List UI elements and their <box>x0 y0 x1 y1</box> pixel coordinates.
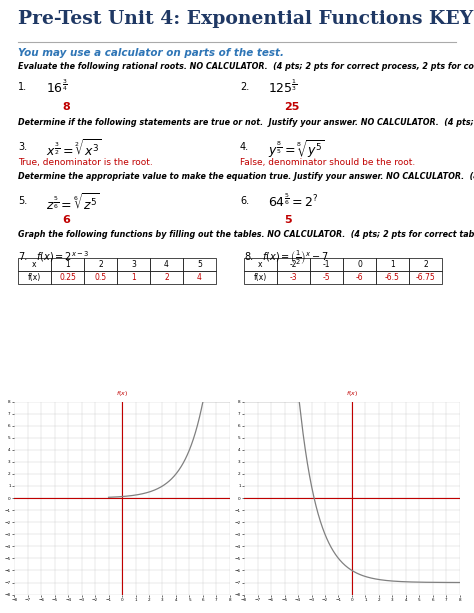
Text: -2: -2 <box>290 260 297 269</box>
Text: 7.: 7. <box>18 252 27 262</box>
Text: 1: 1 <box>390 260 395 269</box>
Text: $f(x)$: $f(x)$ <box>116 389 128 398</box>
Text: Determine the appropriate value to make the equation true. Justify your answer. : Determine the appropriate value to make … <box>18 172 474 181</box>
Bar <box>84 271 117 284</box>
Text: 1: 1 <box>131 273 136 282</box>
Text: -6.75: -6.75 <box>416 273 436 282</box>
Text: True, denominator is the root.: True, denominator is the root. <box>18 158 153 167</box>
Text: $y^{\frac{8}{5}} = \sqrt[8]{y^5}$: $y^{\frac{8}{5}} = \sqrt[8]{y^5}$ <box>268 139 325 161</box>
Text: 4: 4 <box>197 273 202 282</box>
Text: 6: 6 <box>62 215 70 225</box>
Text: $64^{\frac{5}{6}} = 2^{?}$: $64^{\frac{5}{6}} = 2^{?}$ <box>268 193 319 210</box>
Text: $x^{\frac{3}{2}} = \sqrt[2]{x^3}$: $x^{\frac{3}{2}} = \sqrt[2]{x^3}$ <box>46 139 102 160</box>
Text: 1: 1 <box>65 260 70 269</box>
Text: -3: -3 <box>290 273 297 282</box>
Text: Pre-Test Unit 4: Exponential Functions KEY: Pre-Test Unit 4: Exponential Functions K… <box>18 10 473 28</box>
Bar <box>244 258 277 271</box>
Text: Graph the following functions by filling out the tables. NO CALCULATOR.  (4 pts;: Graph the following functions by filling… <box>18 230 474 239</box>
Text: You may use a calculator on parts of the test.: You may use a calculator on parts of the… <box>18 48 284 58</box>
Bar <box>343 271 376 284</box>
Text: 4: 4 <box>164 260 169 269</box>
Text: 2.: 2. <box>240 82 249 92</box>
Text: $z^{\frac{5}{6}} = \sqrt[6]{z^5}$: $z^{\frac{5}{6}} = \sqrt[6]{z^5}$ <box>46 193 100 214</box>
Text: 8: 8 <box>62 102 70 112</box>
Bar <box>244 271 277 284</box>
Text: 1.: 1. <box>18 82 27 92</box>
Bar <box>409 258 442 271</box>
Bar <box>117 258 150 271</box>
Text: 6.: 6. <box>240 196 249 206</box>
Text: $f(x) = 2^{x-3}$: $f(x) = 2^{x-3}$ <box>36 249 89 264</box>
Text: -1: -1 <box>323 260 330 269</box>
Text: f(x): f(x) <box>254 273 267 282</box>
Bar <box>277 271 310 284</box>
Bar <box>84 258 117 271</box>
Bar <box>18 258 51 271</box>
Text: 5: 5 <box>284 215 292 225</box>
Text: 0.5: 0.5 <box>94 273 107 282</box>
Text: 2: 2 <box>98 260 103 269</box>
Text: 4.: 4. <box>240 142 249 152</box>
Text: $125^{\frac{1}{3}}$: $125^{\frac{1}{3}}$ <box>268 79 298 96</box>
Bar <box>409 271 442 284</box>
Text: x: x <box>258 260 263 269</box>
Text: False, denominator should be the root.: False, denominator should be the root. <box>240 158 415 167</box>
Text: 25: 25 <box>284 102 300 112</box>
Text: -5: -5 <box>323 273 330 282</box>
Text: Determine if the following statements are true or not.  Justify your answer. NO : Determine if the following statements ar… <box>18 118 474 127</box>
Text: -6: -6 <box>356 273 363 282</box>
Text: 2: 2 <box>164 273 169 282</box>
Bar <box>150 258 183 271</box>
Bar <box>51 271 84 284</box>
Bar <box>343 258 376 271</box>
Text: $16^{\frac{3}{4}}$: $16^{\frac{3}{4}}$ <box>46 79 68 96</box>
Text: 3.: 3. <box>18 142 27 152</box>
Bar <box>376 271 409 284</box>
Text: 2: 2 <box>423 260 428 269</box>
Text: 3: 3 <box>131 260 136 269</box>
Bar <box>18 271 51 284</box>
Text: f(x): f(x) <box>28 273 41 282</box>
Text: 5.: 5. <box>18 196 27 206</box>
Bar <box>376 258 409 271</box>
Bar <box>150 271 183 284</box>
Bar <box>117 271 150 284</box>
Text: 0.25: 0.25 <box>59 273 76 282</box>
Bar <box>51 258 84 271</box>
Text: $f(x) = \left(\frac{1}{2}\right)^x - 7$: $f(x) = \left(\frac{1}{2}\right)^x - 7$ <box>262 249 329 267</box>
Text: $f(x)$: $f(x)$ <box>346 389 358 398</box>
Bar <box>310 271 343 284</box>
Text: Evaluate the following rational roots. NO CALCULATOR.  (4 pts; 2 pts for correct: Evaluate the following rational roots. N… <box>18 62 474 71</box>
Text: x: x <box>32 260 37 269</box>
Text: -6.5: -6.5 <box>385 273 400 282</box>
Bar <box>310 258 343 271</box>
Text: 5: 5 <box>197 260 202 269</box>
Bar <box>183 258 216 271</box>
Text: 8.: 8. <box>244 252 253 262</box>
Bar <box>277 258 310 271</box>
Bar <box>183 271 216 284</box>
Text: 0: 0 <box>357 260 362 269</box>
